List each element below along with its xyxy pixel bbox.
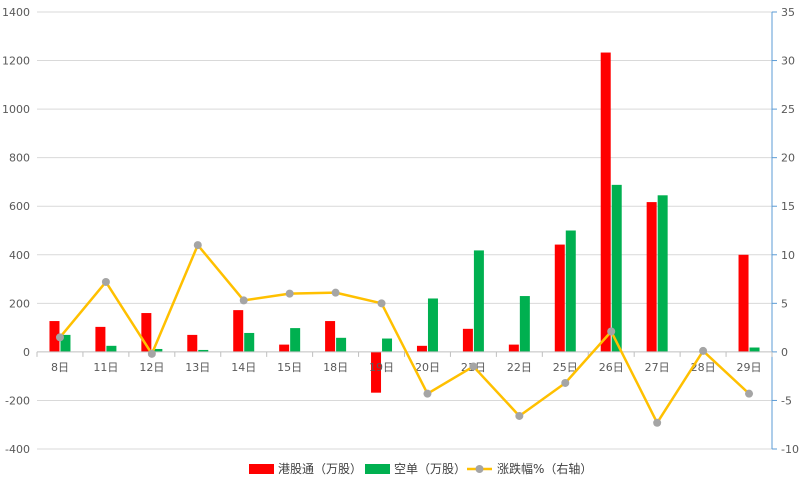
right-tick-label: 0 xyxy=(781,346,788,359)
left-tick-label: 1400 xyxy=(2,6,30,19)
right-tick-label: 25 xyxy=(781,103,795,116)
legend-label: 涨跌幅%（右轴） xyxy=(497,461,592,476)
category-label: 28日 xyxy=(691,361,716,374)
bar-short xyxy=(244,332,255,352)
right-tick-label: -5 xyxy=(781,394,792,407)
change-line-path xyxy=(59,243,750,425)
bar-hk-connect xyxy=(416,345,427,352)
right-tick-label: 30 xyxy=(781,55,795,68)
left-tick-label: 1000 xyxy=(2,103,30,116)
bar-hk-connect xyxy=(508,344,519,352)
left-tick-label: 600 xyxy=(9,200,30,213)
left-axis-ticks: -400 -200 0 200 400 600 800 1000 1200 1400 xyxy=(2,6,30,456)
change-point xyxy=(745,389,754,398)
right-tick-label: 20 xyxy=(781,152,795,165)
bar-short xyxy=(336,337,347,352)
legend-label: 港股通（万股） xyxy=(278,462,362,476)
right-tick-label: 5 xyxy=(781,297,788,310)
category-label: 20日 xyxy=(415,361,440,374)
change-point xyxy=(469,362,478,371)
change-point xyxy=(423,389,432,398)
category-label: 27日 xyxy=(645,361,670,374)
bar-hk-connect xyxy=(646,202,657,352)
change-line xyxy=(55,241,754,427)
category-label: 12日 xyxy=(139,361,164,374)
left-tick-label: -200 xyxy=(5,394,30,407)
legend-marker xyxy=(475,465,484,473)
change-point xyxy=(285,289,294,298)
legend-swatch xyxy=(365,464,390,474)
gridlines xyxy=(37,11,772,450)
category-labels: 8日11日12日13日14日15日18日19日20日21日22日25日26日27… xyxy=(51,361,762,374)
change-point xyxy=(699,346,708,355)
change-point xyxy=(147,349,156,358)
change-point xyxy=(561,378,570,387)
category-label: 18日 xyxy=(323,361,348,374)
left-tick-label: 200 xyxy=(9,297,30,310)
category-label: 26日 xyxy=(599,361,624,374)
category-label: 29日 xyxy=(737,361,762,374)
right-tick-label: 35 xyxy=(781,6,795,19)
bars xyxy=(49,52,760,393)
bar-short xyxy=(382,338,393,352)
bar-short xyxy=(749,347,760,352)
bar-hk-connect xyxy=(738,254,749,352)
bar-hk-connect xyxy=(233,310,244,352)
bar-short xyxy=(198,349,209,352)
category-label: 14日 xyxy=(231,361,256,374)
left-tick-label: 0 xyxy=(23,346,30,359)
bar-short xyxy=(473,250,484,352)
bar-hk-connect xyxy=(462,328,473,352)
category-label: 19日 xyxy=(369,361,394,374)
bar-hk-connect xyxy=(187,334,198,352)
change-point xyxy=(653,418,662,427)
bar-short xyxy=(565,230,576,352)
change-point xyxy=(193,241,202,250)
bar-short xyxy=(657,195,668,352)
change-point xyxy=(101,277,110,286)
bar-hk-connect xyxy=(279,344,290,352)
legend-swatch xyxy=(249,464,274,474)
change-point xyxy=(607,327,616,336)
right-tick-label: 15 xyxy=(781,200,795,213)
bar-short xyxy=(427,298,438,352)
change-point xyxy=(239,296,248,305)
left-tick-label: -400 xyxy=(5,443,30,456)
category-label: 25日 xyxy=(553,361,578,374)
bar-hk-connect xyxy=(554,244,565,352)
left-tick-label: 400 xyxy=(9,249,30,262)
bar-hk-connect xyxy=(49,321,60,352)
bar-short xyxy=(106,345,117,352)
change-point xyxy=(377,299,386,308)
change-point xyxy=(55,333,64,342)
left-tick-label: 800 xyxy=(9,152,30,165)
bar-hk-connect xyxy=(95,326,106,352)
category-label: 15日 xyxy=(277,361,302,374)
right-axis: -10 -5 0 5 10 15 20 25 30 35 xyxy=(771,6,799,456)
bar-short xyxy=(519,296,530,352)
bar-short xyxy=(60,334,71,352)
right-tick-label: -10 xyxy=(781,443,799,456)
category-label: 13日 xyxy=(185,361,210,374)
bar-short xyxy=(290,328,301,352)
bar-short xyxy=(152,348,163,352)
category-label: 22日 xyxy=(507,361,532,374)
category-label: 11日 xyxy=(93,361,118,374)
change-point xyxy=(331,288,340,297)
category-label: 8日 xyxy=(51,361,69,374)
change-point xyxy=(515,411,524,420)
bar-short xyxy=(611,184,622,352)
left-tick-label: 1200 xyxy=(2,55,30,68)
legend: 港股通（万股） 空单（万股） 涨跌幅%（右轴） xyxy=(249,461,592,476)
right-tick-label: 10 xyxy=(781,249,795,262)
bar-hk-connect xyxy=(600,52,611,352)
legend-label: 空单（万股） xyxy=(394,462,466,476)
x-axis xyxy=(36,351,773,357)
bar-hk-connect xyxy=(141,313,152,352)
bar-hk-connect xyxy=(325,321,336,352)
bar-hk-connect xyxy=(371,351,382,393)
